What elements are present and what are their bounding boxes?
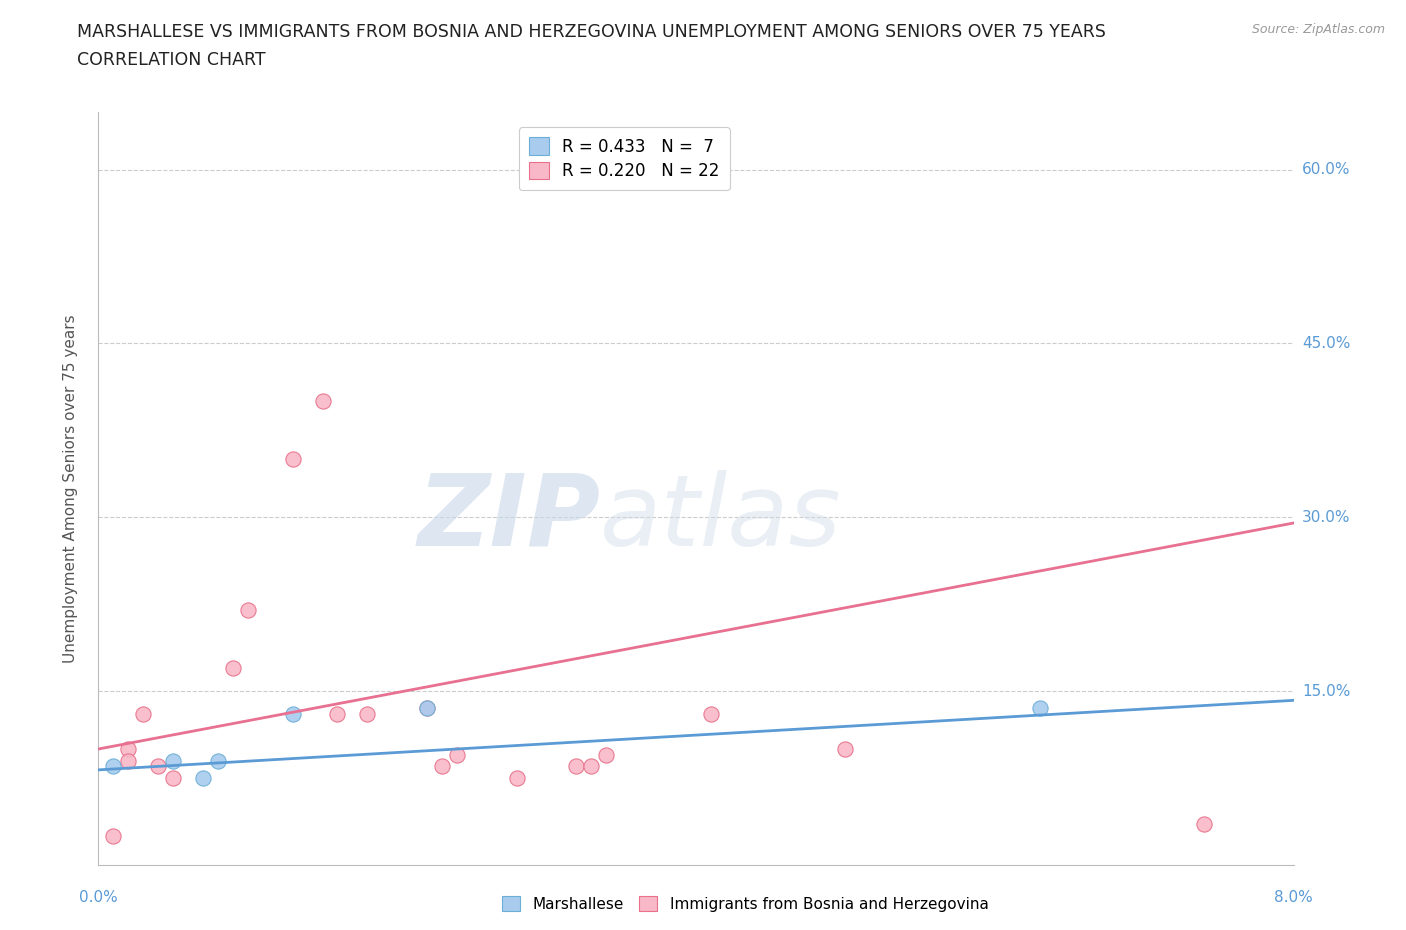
Text: ZIP: ZIP [418, 470, 600, 567]
Point [356, 707, 378, 722]
Y-axis label: Unemployment Among Seniors over 75 years: Unemployment Among Seniors over 75 years [63, 314, 77, 662]
Point [281, 707, 304, 722]
Point [162, 753, 184, 768]
Point [326, 707, 349, 722]
Text: 45.0%: 45.0% [1302, 336, 1350, 351]
Text: MARSHALLESE VS IMMIGRANTS FROM BOSNIA AND HERZEGOVINA UNEMPLOYMENT AMONG SENIORS: MARSHALLESE VS IMMIGRANTS FROM BOSNIA AN… [77, 23, 1107, 41]
Point [222, 660, 245, 675]
Point [132, 707, 155, 722]
Text: 30.0%: 30.0% [1302, 510, 1350, 525]
Point [700, 707, 723, 722]
Text: 60.0%: 60.0% [1302, 162, 1350, 177]
Legend: R = 0.433   N =  7, R = 0.220   N = 22: R = 0.433 N = 7, R = 0.220 N = 22 [519, 127, 730, 191]
Point [1192, 817, 1215, 831]
Point [446, 748, 468, 763]
Point [416, 701, 439, 716]
Point [103, 759, 125, 774]
Point [148, 759, 170, 774]
Text: 8.0%: 8.0% [1274, 890, 1313, 905]
Text: 0.0%: 0.0% [79, 890, 118, 905]
Text: Source: ZipAtlas.com: Source: ZipAtlas.com [1251, 23, 1385, 36]
Point [595, 748, 617, 763]
Point [236, 603, 259, 618]
Text: 15.0%: 15.0% [1302, 684, 1350, 698]
Point [834, 741, 856, 756]
Text: atlas: atlas [600, 470, 842, 567]
Point [117, 741, 139, 756]
Point [103, 829, 125, 844]
Point [191, 771, 214, 786]
Point [117, 753, 139, 768]
Point [416, 701, 439, 716]
Text: CORRELATION CHART: CORRELATION CHART [77, 51, 266, 69]
Point [430, 759, 453, 774]
Point [581, 759, 603, 774]
Point [311, 394, 333, 409]
Point [281, 452, 304, 467]
Point [565, 759, 588, 774]
Point [506, 771, 529, 786]
Point [700, 162, 723, 177]
Point [162, 771, 184, 786]
Legend: Marshallese, Immigrants from Bosnia and Herzegovina: Marshallese, Immigrants from Bosnia and … [496, 889, 994, 918]
Point [207, 753, 229, 768]
Point [1028, 701, 1050, 716]
